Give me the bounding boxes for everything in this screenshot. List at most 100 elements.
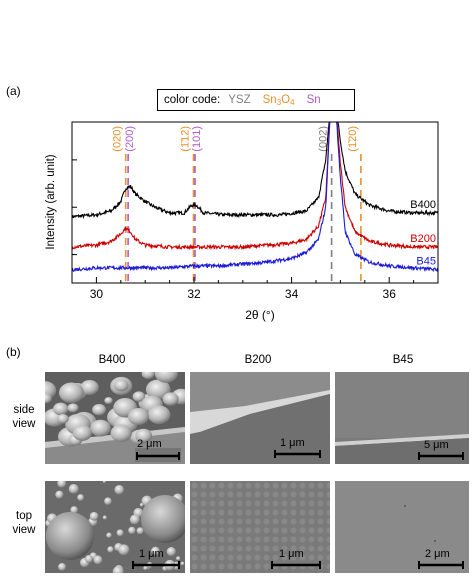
particle bbox=[77, 494, 85, 501]
legend-sn3o4-sub2: 4 bbox=[290, 97, 295, 107]
particle bbox=[110, 424, 132, 442]
chart-axes: 30 32 34 36 bbox=[71, 121, 439, 301]
particle bbox=[93, 555, 103, 565]
legend-sn3o4: Sn3O4 bbox=[263, 94, 295, 107]
particle bbox=[166, 546, 176, 557]
reference-line-label: (1̄12) bbox=[180, 126, 192, 152]
legend-sn3o4-sn: Sn bbox=[262, 93, 277, 106]
row-header-top-view: top view bbox=[2, 509, 46, 537]
color-code-legend: color code: YSZ Sn3O4 Sn bbox=[157, 89, 355, 111]
x-tick-label: 30 bbox=[90, 287, 104, 301]
reference-line-label: (1̄20) bbox=[347, 126, 359, 152]
particle bbox=[145, 379, 171, 400]
particle bbox=[112, 566, 124, 573]
particle bbox=[154, 372, 178, 383]
particle bbox=[129, 514, 140, 525]
legend-sn: Sn bbox=[306, 94, 321, 106]
particle bbox=[80, 379, 99, 396]
legend-ysz: YSZ bbox=[228, 94, 251, 106]
row-header-top-line2: view bbox=[12, 524, 36, 536]
particle bbox=[70, 506, 78, 514]
particle bbox=[151, 546, 160, 556]
plot-frame bbox=[71, 121, 439, 284]
particle bbox=[67, 403, 79, 413]
column-header-b200: B200 bbox=[244, 354, 272, 366]
particle bbox=[116, 529, 124, 537]
row-header-side-line2: view bbox=[12, 418, 36, 430]
reference-line-label: (020) bbox=[112, 126, 124, 152]
particle bbox=[128, 526, 136, 535]
particle bbox=[102, 481, 106, 484]
legend-sn3o4-sub1: 3 bbox=[276, 97, 282, 107]
legend-sn3o4-o: O bbox=[281, 93, 291, 106]
y-axis-label: Intensity (arb. unit) bbox=[45, 154, 57, 250]
x-axis-label: 2θ (°) bbox=[245, 308, 275, 322]
particle bbox=[114, 484, 125, 495]
particle bbox=[57, 413, 69, 424]
column-header-b400: B400 bbox=[98, 354, 126, 366]
particle bbox=[85, 555, 93, 563]
sem-top-b400: 1 μm bbox=[45, 481, 185, 573]
sem-side-b400: 2 μm bbox=[45, 372, 185, 464]
row-header-side-line1: side bbox=[13, 404, 35, 416]
particle bbox=[45, 393, 52, 404]
reference-lines: (020) (200) (1̄12) (101) (002) (1̄20) bbox=[112, 126, 362, 283]
particle bbox=[90, 419, 111, 437]
particle bbox=[58, 382, 84, 403]
scale-bar-label: 2 μm bbox=[137, 438, 162, 450]
x-tick-label: 34 bbox=[285, 287, 299, 301]
sem-side-b45-image bbox=[335, 372, 469, 464]
particle bbox=[72, 425, 92, 441]
reference-line-label: (200) bbox=[124, 126, 136, 152]
particle bbox=[92, 404, 107, 416]
particle bbox=[89, 511, 99, 521]
sem-side-b200: 1 μm bbox=[190, 372, 330, 464]
particle bbox=[147, 405, 171, 425]
scale-bar-label: 2 μm bbox=[425, 548, 450, 560]
particle bbox=[128, 407, 149, 426]
particle bbox=[106, 532, 112, 538]
series-line-b400 bbox=[71, 121, 439, 220]
series-label-b45: B45 bbox=[416, 256, 436, 268]
data-series: B400 B200 B45 bbox=[71, 121, 439, 273]
particle bbox=[55, 490, 64, 499]
scale-bar-label: 1 μm bbox=[279, 548, 304, 560]
particle bbox=[136, 527, 144, 535]
sem-side-b45: 5 μm bbox=[335, 372, 469, 464]
sem-side-b200-image bbox=[190, 372, 330, 464]
particle bbox=[118, 544, 130, 556]
sem-top-b200-image bbox=[190, 481, 330, 573]
panel-b-label: (b) bbox=[6, 345, 21, 359]
particle bbox=[107, 546, 114, 553]
particle bbox=[176, 556, 181, 561]
particle bbox=[143, 565, 148, 571]
sem-top-b45-image bbox=[335, 481, 469, 573]
xrd-chart: (020) (200) (1̄12) (101) (002) (1̄20) B400B20… bbox=[71, 121, 439, 301]
x-tick-label: 32 bbox=[187, 287, 201, 301]
sem-top-b200: 1 μm bbox=[190, 481, 330, 573]
legend-prefix: color code: bbox=[164, 94, 221, 106]
scale-bar-label: 5 μm bbox=[424, 439, 449, 451]
scale-bar-label: 1 μm bbox=[139, 548, 164, 560]
sem-side-b400-image bbox=[45, 372, 185, 464]
particle bbox=[104, 397, 113, 404]
row-header-top-line1: top bbox=[16, 510, 32, 522]
series-line-b200 bbox=[71, 121, 439, 251]
x-tick-label: 36 bbox=[383, 287, 397, 301]
particle bbox=[53, 402, 69, 416]
series-label-b200: B200 bbox=[410, 233, 436, 245]
series-line-b45 bbox=[71, 121, 439, 273]
scale-bar-label: 1 μm bbox=[280, 437, 305, 449]
particle bbox=[180, 561, 185, 566]
particle bbox=[57, 481, 67, 488]
reference-line-label: (101) bbox=[191, 126, 203, 152]
panel-a-label: (a) bbox=[6, 84, 21, 98]
column-header-b45: B45 bbox=[392, 354, 414, 366]
particle bbox=[102, 515, 107, 520]
particle bbox=[135, 428, 153, 443]
particle bbox=[104, 497, 112, 506]
particle bbox=[68, 483, 79, 494]
particle bbox=[132, 391, 146, 402]
particle bbox=[141, 372, 155, 379]
sem-top-b45: 2 μm bbox=[335, 481, 469, 573]
